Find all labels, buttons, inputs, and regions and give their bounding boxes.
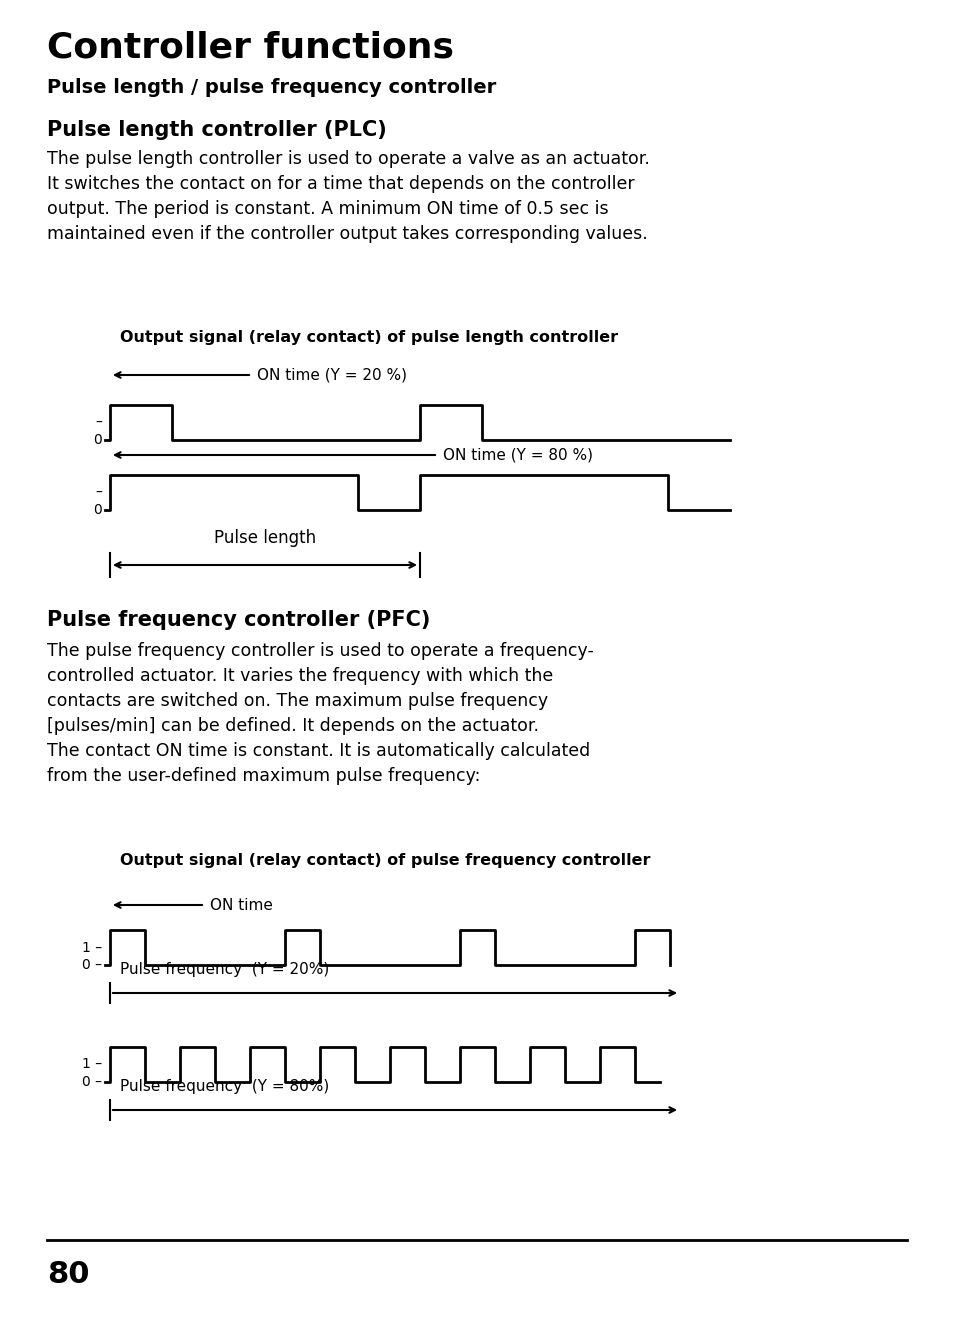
Text: Pulse length controller (PLC): Pulse length controller (PLC) xyxy=(47,120,386,140)
Text: 80: 80 xyxy=(47,1260,90,1289)
Text: –: – xyxy=(95,485,102,500)
Text: Output signal (relay contact) of pulse length controller: Output signal (relay contact) of pulse l… xyxy=(120,330,618,345)
Text: ON time: ON time xyxy=(210,898,273,912)
Text: 0: 0 xyxy=(93,502,102,517)
Text: Pulse length: Pulse length xyxy=(213,529,315,546)
Text: The pulse frequency controller is used to operate a frequency-
controlled actuat: The pulse frequency controller is used t… xyxy=(47,643,594,786)
Text: –: – xyxy=(95,415,102,429)
Text: The pulse length controller is used to operate a valve as an actuator.
It switch: The pulse length controller is used to o… xyxy=(47,150,649,243)
Text: Pulse length / pulse frequency controller: Pulse length / pulse frequency controlle… xyxy=(47,77,496,98)
Text: Controller functions: Controller functions xyxy=(47,29,454,64)
Text: 1 –: 1 – xyxy=(82,1058,102,1071)
Text: 0: 0 xyxy=(93,433,102,448)
Text: 0 –: 0 – xyxy=(82,1075,102,1089)
Text: Pulse frequency  (Y = 80%): Pulse frequency (Y = 80%) xyxy=(120,1079,329,1094)
Text: 1 –: 1 – xyxy=(82,941,102,954)
Text: ON time (Y = 80 %): ON time (Y = 80 %) xyxy=(442,448,593,462)
Text: Output signal (relay contact) of pulse frequency controller: Output signal (relay contact) of pulse f… xyxy=(120,852,650,868)
Text: ON time (Y = 20 %): ON time (Y = 20 %) xyxy=(256,367,407,382)
Text: Pulse frequency controller (PFC): Pulse frequency controller (PFC) xyxy=(47,611,430,631)
Text: 0 –: 0 – xyxy=(82,958,102,973)
Text: Pulse frequency  (Y = 20%): Pulse frequency (Y = 20%) xyxy=(120,962,329,977)
